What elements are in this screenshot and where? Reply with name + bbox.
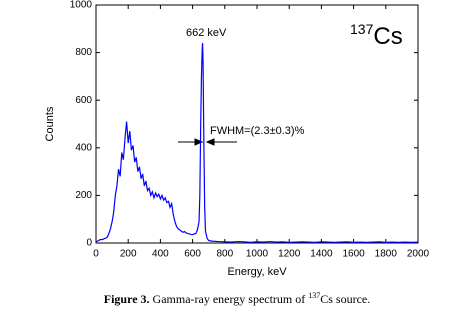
caption-superscript: 137 (308, 291, 321, 300)
x-tick-label: 1800 (375, 249, 398, 260)
isotope-symbol: Cs (373, 23, 402, 50)
x-tick-label: 200 (120, 249, 137, 260)
caption-text: Gamma-ray energy spectrum of (149, 292, 309, 306)
y-tick-label: 0 (86, 238, 92, 249)
x-tick-label: 1600 (342, 249, 365, 260)
x-tick-label: 0 (93, 249, 99, 260)
isotope-mass: 137 (350, 21, 374, 37)
fwhm-label: FWHM=(2.3±0.3)% (210, 125, 305, 137)
peak-label: 662 keV (186, 27, 227, 39)
y-tick-label: 1000 (70, 0, 93, 11)
caption: Figure 3. Gamma-ray energy spectrum of 1… (0, 291, 474, 307)
y-tick-label: 800 (75, 47, 92, 58)
caption-text-end: Cs source. (320, 292, 371, 306)
isotope-label: 137Cs (350, 21, 403, 51)
x-tick-label: 1400 (310, 249, 333, 260)
x-tick-label: 1000 (246, 249, 269, 260)
spectrum-line (95, 43, 419, 243)
chart: Energy, keV Counts 662 keV FWHM=(2.3±0.3… (44, 0, 430, 278)
x-tick-label: 400 (152, 249, 169, 260)
x-tick-label: 2000 (407, 249, 430, 260)
x-tick-label: 1200 (278, 249, 301, 260)
x-axis-label: Energy, keV (227, 266, 287, 278)
fwhm-arrows (178, 138, 237, 146)
y-tick-label: 400 (75, 142, 92, 153)
x-tick-label: 600 (184, 249, 201, 260)
y-axis-label: Counts (44, 106, 56, 141)
y-tick-label: 600 (75, 95, 92, 106)
y-tick-label: 200 (75, 190, 92, 201)
caption-label: Figure 3. (103, 292, 150, 306)
x-tick-label: 800 (216, 249, 233, 260)
